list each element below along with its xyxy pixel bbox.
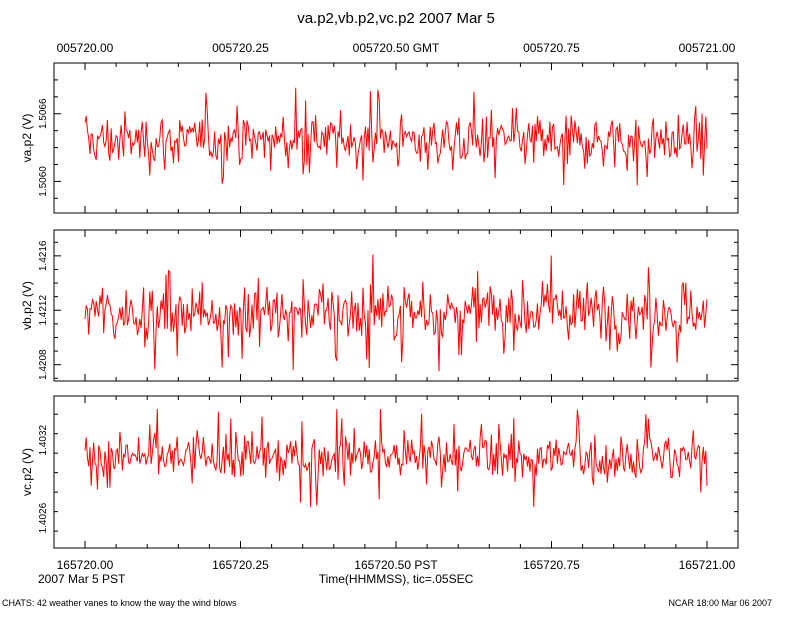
bottom-tick-label: 165720.75	[523, 558, 580, 572]
date-label: 2007 Mar 5 PST	[38, 572, 126, 586]
y-axis-label: vc.p2 (V)	[20, 448, 34, 496]
x-axis-label: Time(HHMMSS), tic=.05SEC	[319, 572, 474, 586]
y-tick-label: 1.5060	[38, 166, 49, 197]
top-tick-label: 005720.50 GMT	[353, 41, 440, 55]
bottom-tick-label: 165720.25	[212, 558, 269, 572]
bottom-tick-label: 165720.50 PST	[354, 558, 438, 572]
footer-note: CHATS: 42 weather vanes to know the way …	[2, 598, 237, 608]
panel-va.p2: 1.5060 1.5066 va.p2 (V)	[20, 62, 739, 214]
top-tick-label: 005720.75	[523, 41, 580, 55]
bottom-axis-tick-labels: 165720.00 165720.25 165720.50 PST 165720.75…	[57, 558, 736, 572]
footer-timestamp: NCAR 18:00 Mar 06 2007	[668, 598, 772, 608]
series-line-vb.p2	[84, 254, 708, 372]
y-tick-label: 1.4212	[38, 295, 49, 326]
panel-vc.p2: 1.4026 1.4032 vc.p2 (V)	[20, 395, 739, 549]
y-tick-label: 1.4026	[38, 502, 49, 533]
y-axis-label: va.p2 (V)	[20, 114, 34, 163]
top-axis-tick-labels: 005720.00 005720.25 005720.50 GMT 005720.75…	[57, 41, 736, 55]
y-tick-label: 1.4032	[38, 424, 49, 455]
top-tick-label: 005720.00	[57, 41, 114, 55]
top-tick-label: 005721.00	[679, 41, 736, 55]
bottom-tick-label: 165721.00	[679, 558, 736, 572]
chart-panels: 1.5060 1.5066 va.p2 (V) 1.4208 1.4212 1.4216 v…	[20, 62, 739, 549]
panel-frame	[53, 229, 739, 382]
y-tick-label: 1.4216	[38, 240, 49, 271]
chart-title: va.p2,vb.p2,vc.p2 2007 Mar 5	[297, 10, 495, 27]
y-tick-label: 1.4208	[38, 349, 49, 380]
top-tick-label: 005720.25	[212, 41, 269, 55]
panel-vb.p2: 1.4208 1.4212 1.4216 vb.p2 (V)	[20, 229, 739, 382]
series-line-va.p2	[84, 87, 708, 186]
series-line-vc.p2	[84, 408, 708, 508]
y-axis-label: vb.p2 (V)	[20, 281, 34, 330]
bottom-tick-label: 165720.00	[57, 558, 114, 572]
panel-frame	[53, 62, 739, 214]
y-tick-label: 1.5066	[38, 98, 49, 129]
